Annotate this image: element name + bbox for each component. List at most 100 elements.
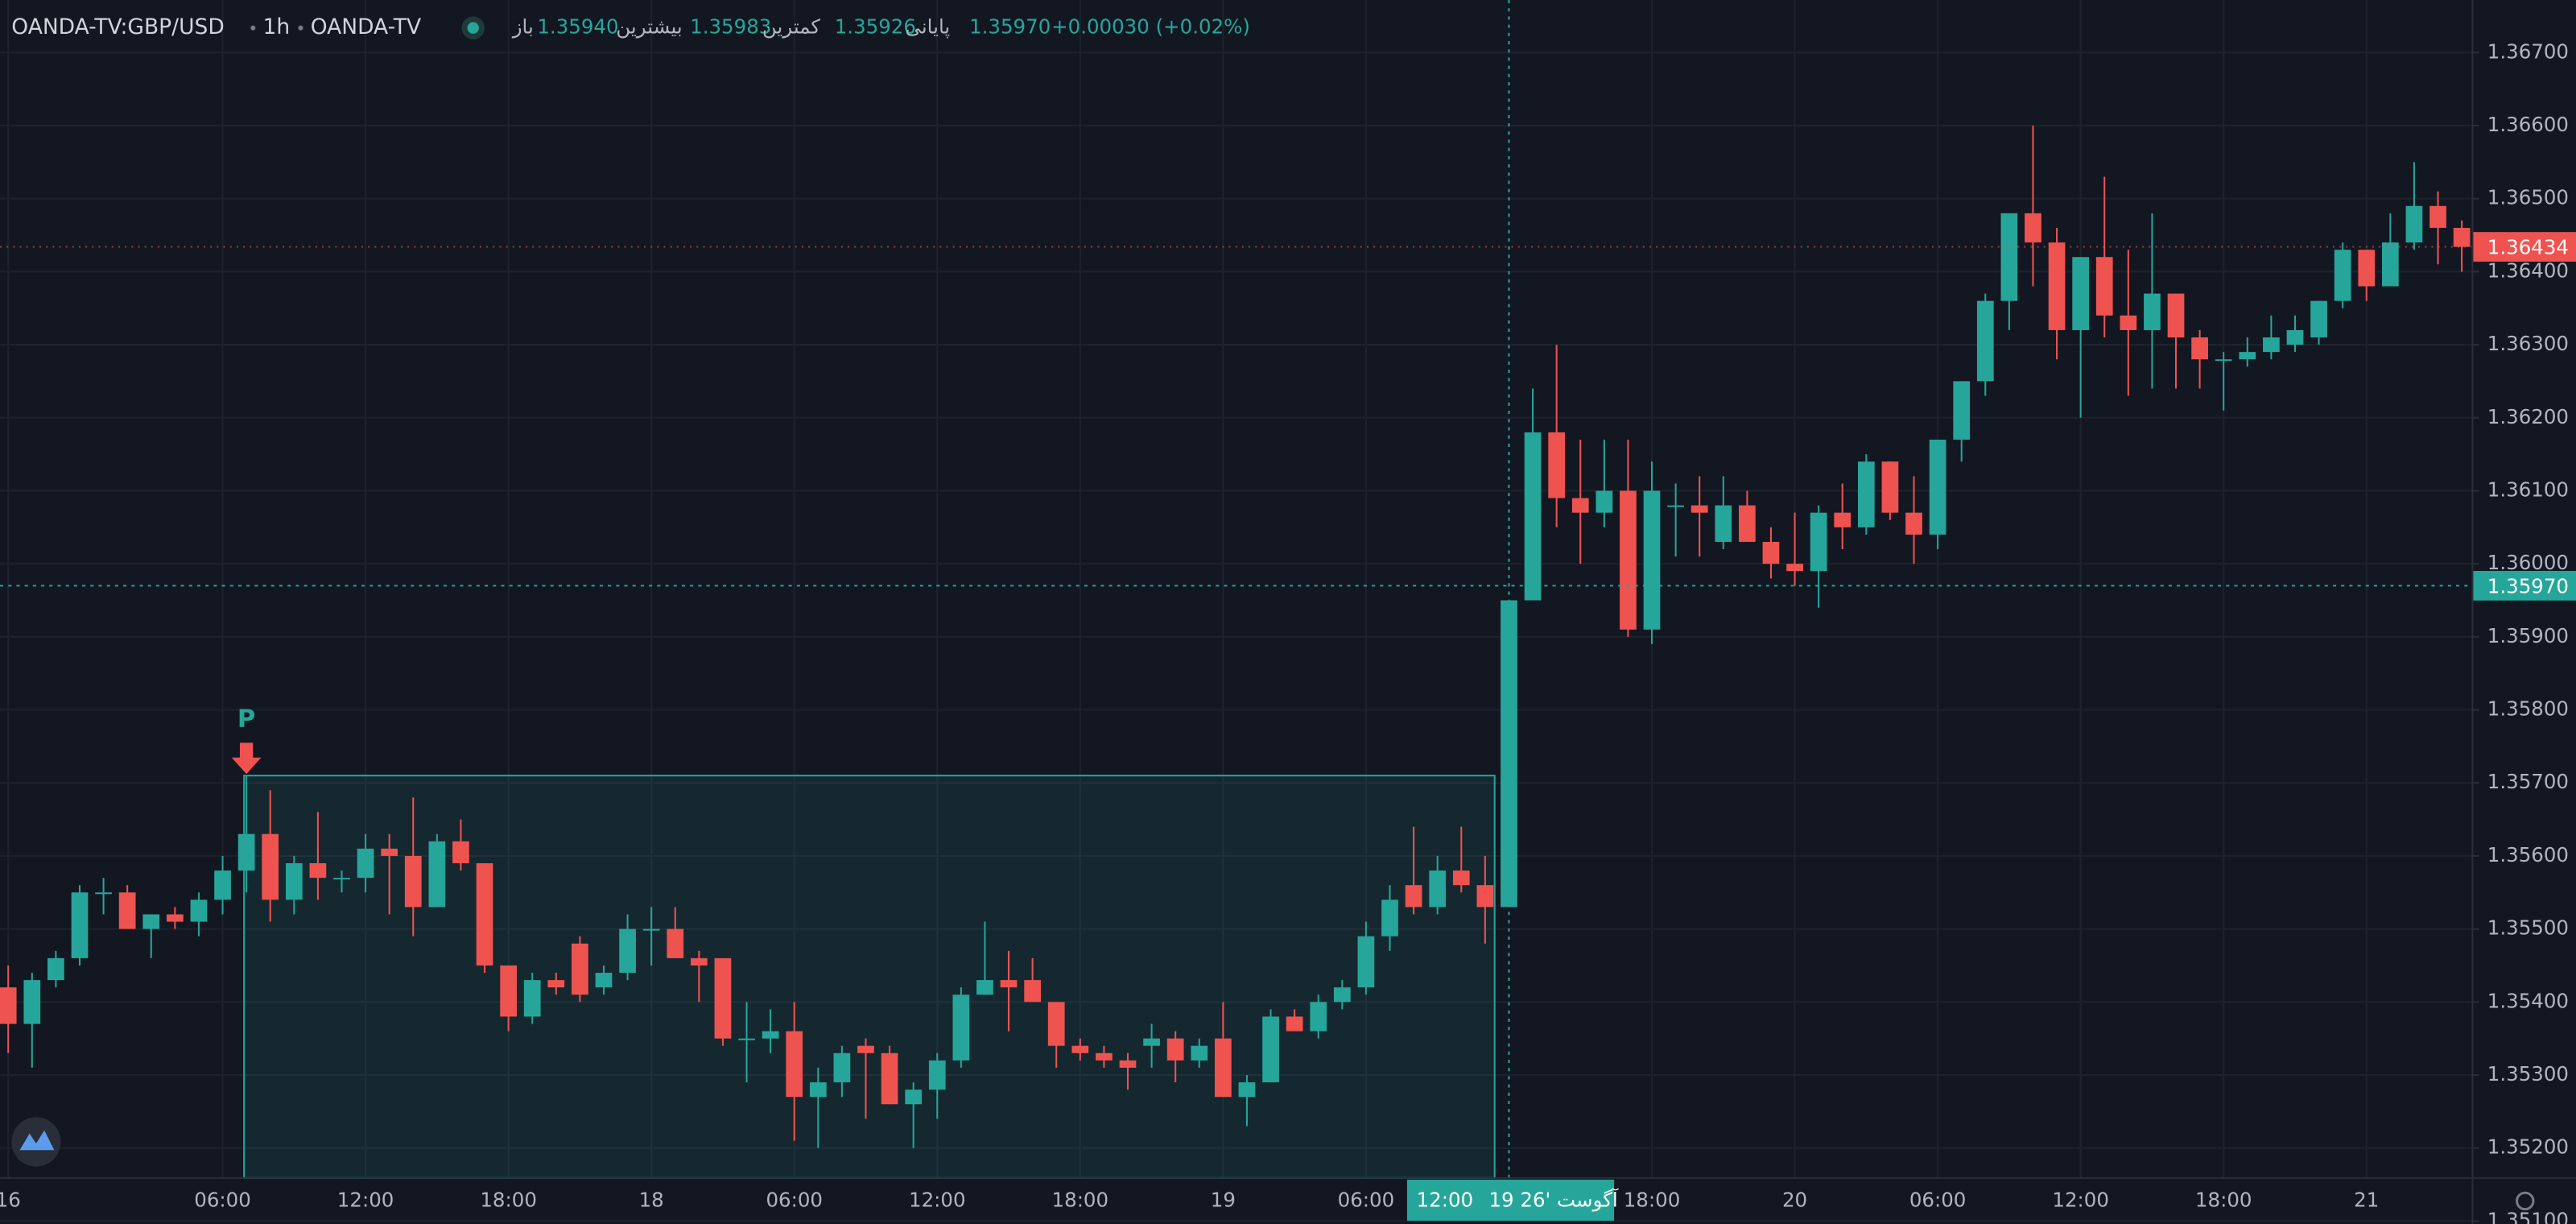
candle-body bbox=[642, 928, 660, 931]
status-dot bbox=[467, 22, 479, 34]
y-tick-label: 1.35600 bbox=[2487, 843, 2569, 866]
interval: 1h bbox=[263, 14, 291, 39]
candle-body bbox=[2144, 293, 2161, 330]
candle-body bbox=[1119, 1060, 1137, 1068]
candle-body bbox=[71, 892, 89, 958]
x-tick-label: 06:00 bbox=[194, 1188, 251, 1211]
candle-body bbox=[595, 973, 613, 988]
open-value: 1.35940 bbox=[537, 15, 618, 39]
candle-body bbox=[118, 892, 136, 929]
candle-body bbox=[905, 1090, 923, 1105]
candle-body bbox=[476, 862, 493, 966]
candle-body bbox=[166, 914, 184, 922]
candle-body bbox=[23, 980, 41, 1024]
candle-body bbox=[738, 1038, 755, 1040]
y-tick-label: 1.36200 bbox=[2487, 405, 2569, 428]
candle-body bbox=[1690, 505, 1708, 513]
candle-body bbox=[952, 994, 970, 1061]
candle-body bbox=[1096, 1052, 1113, 1061]
y-tick-label: 1.36100 bbox=[2487, 478, 2569, 501]
candle-body bbox=[2120, 315, 2137, 330]
candle-body bbox=[667, 928, 684, 958]
candle-body bbox=[1881, 461, 1899, 513]
x-tick-label: 18:00 bbox=[2195, 1188, 2252, 1211]
y-tick-label: 1.36600 bbox=[2487, 113, 2569, 136]
candle-body bbox=[0, 987, 17, 1024]
candle-body bbox=[2167, 293, 2185, 338]
candle-body bbox=[404, 855, 422, 908]
close-value: 1.35970 bbox=[969, 15, 1051, 39]
candle-body bbox=[309, 862, 327, 879]
candle-body bbox=[881, 1052, 898, 1105]
candle-body bbox=[1191, 1045, 1208, 1061]
candle-body bbox=[428, 841, 446, 908]
candle-body bbox=[690, 957, 708, 966]
candle-body bbox=[1620, 490, 1637, 630]
candle-body bbox=[1143, 1038, 1160, 1046]
candle-body bbox=[1476, 885, 1494, 908]
candle-body bbox=[1571, 498, 1589, 513]
candle-body bbox=[1238, 1082, 1256, 1098]
candle-body bbox=[1667, 505, 1684, 507]
candle-body bbox=[1524, 432, 1542, 601]
candle-body bbox=[1310, 1002, 1327, 1032]
candle-body bbox=[1810, 512, 1827, 572]
candle-body bbox=[1834, 512, 1852, 527]
candle-body bbox=[1357, 936, 1375, 988]
candle-body bbox=[95, 892, 112, 895]
candle-body bbox=[2000, 213, 2018, 301]
candle-body bbox=[1953, 381, 1971, 440]
x-tick-label: 06:00 bbox=[766, 1188, 823, 1211]
crosshair-time-tag bbox=[1406, 1179, 1615, 1221]
settings-icon bbox=[2516, 1191, 2535, 1211]
high-value: 1.35983 bbox=[690, 15, 771, 39]
candle-body bbox=[1596, 490, 1613, 513]
y-tick-label: 1.36400 bbox=[2487, 258, 2569, 282]
settings[interactable] bbox=[2516, 1191, 2535, 1211]
y-tick-label: 1.35100 bbox=[2487, 1208, 2569, 1224]
candle-body bbox=[1071, 1045, 1089, 1053]
separator bbox=[298, 25, 303, 31]
x-tick-label: 18 bbox=[639, 1188, 664, 1211]
last-price-tag bbox=[2472, 232, 2576, 262]
crosshair-price-label: 1.35970 bbox=[2487, 574, 2569, 598]
source: OANDA-TV bbox=[311, 14, 421, 39]
candle-body bbox=[2334, 250, 2351, 301]
candle-body bbox=[1548, 432, 1566, 498]
candle-body bbox=[357, 848, 374, 879]
x-tick-label: 16 bbox=[0, 1188, 21, 1211]
y-tick-label: 1.35800 bbox=[2487, 697, 2569, 721]
candle-body bbox=[1000, 980, 1018, 988]
x-tick-label: 20 bbox=[1782, 1188, 1807, 1211]
candle-body bbox=[1405, 885, 1422, 908]
candle-body bbox=[1905, 512, 1922, 535]
candle-body bbox=[1452, 870, 1470, 886]
logo[interactable] bbox=[11, 1117, 61, 1167]
open-label: باز bbox=[511, 15, 534, 39]
candle-body bbox=[333, 878, 350, 880]
position-box bbox=[243, 775, 1496, 1179]
high-label: بیشترین bbox=[616, 15, 682, 39]
candle-body bbox=[928, 1060, 946, 1090]
y-tick-label: 1.35300 bbox=[2487, 1062, 2569, 1085]
symbol: OANDA-TV:GBP/USD bbox=[11, 14, 224, 39]
candle-body bbox=[619, 928, 636, 974]
candle-body bbox=[285, 862, 303, 900]
candle-body bbox=[262, 833, 279, 900]
candle-body bbox=[1501, 600, 1517, 908]
crosshair-price-tag bbox=[2472, 570, 2576, 601]
change: +0.00030 (+0.02%) bbox=[1051, 15, 1250, 39]
y-tick-label: 1.35500 bbox=[2487, 916, 2569, 940]
candle-body bbox=[1262, 1016, 1279, 1083]
candle-body bbox=[2239, 352, 2256, 360]
candle-body bbox=[1715, 505, 1732, 542]
x-tick-label: 06:00 bbox=[1338, 1188, 1395, 1211]
marker-label: P bbox=[237, 705, 255, 733]
crosshair-time-label: 12:00 bbox=[1417, 1188, 1474, 1211]
candle-body bbox=[2215, 359, 2232, 362]
last-price-label: 1.36434 bbox=[2487, 236, 2569, 259]
y-tick-label: 1.35700 bbox=[2487, 770, 2569, 793]
candle-body bbox=[1024, 980, 1041, 1003]
y-tick-label: 1.36300 bbox=[2487, 332, 2569, 355]
x-tick-label: 19 bbox=[1211, 1188, 1236, 1211]
